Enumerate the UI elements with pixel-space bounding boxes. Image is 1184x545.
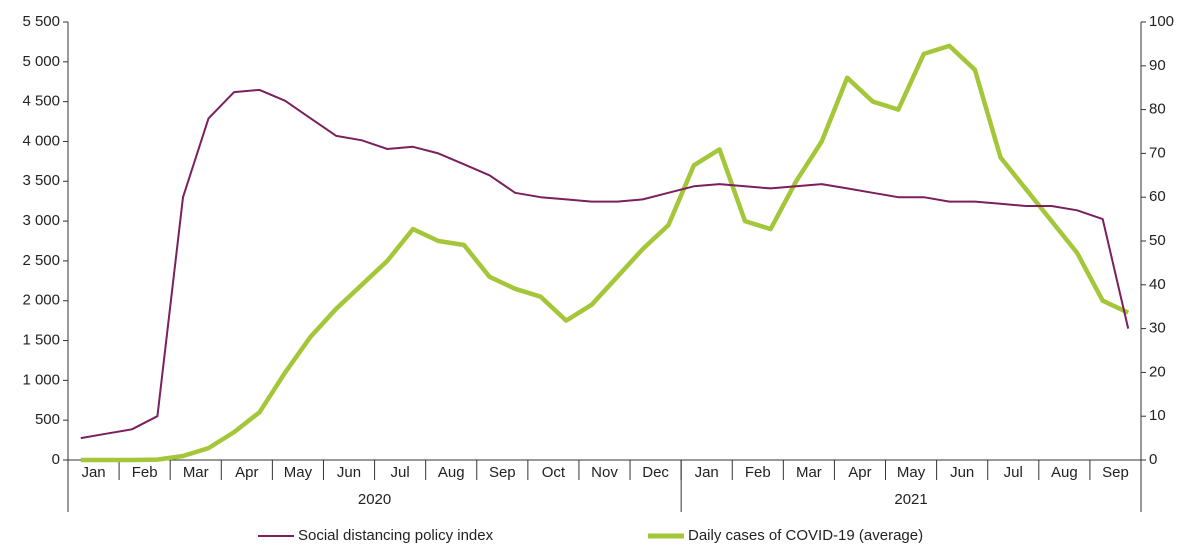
y2-tick-label: 60 — [1149, 188, 1166, 205]
x-tick-label: Jun — [950, 464, 974, 481]
legend-label: Daily cases of COVID-19 (average) — [688, 527, 923, 544]
y2-tick-label: 20 — [1149, 363, 1166, 380]
x-tick-label: Jul — [1004, 464, 1023, 481]
y2-tick-label: 90 — [1149, 57, 1166, 74]
y-tick-label: 500 — [35, 411, 60, 428]
x-tick-label: Feb — [745, 464, 771, 481]
year-label: 2020 — [358, 491, 391, 508]
x-tick-label: Aug — [438, 464, 465, 481]
x-tick-label: Mar — [183, 464, 209, 481]
x-tick-label: Jan — [695, 464, 719, 481]
legend-label: Social distancing policy index — [298, 527, 494, 544]
y-tick-label: 5 000 — [22, 53, 60, 70]
y2-tick-label: 40 — [1149, 276, 1166, 293]
x-tick-label: Nov — [591, 464, 618, 481]
x-tick-label: May — [897, 464, 926, 481]
x-tick-label: Mar — [796, 464, 822, 481]
x-tick-label: Sep — [1102, 464, 1129, 481]
y2-tick-label: 10 — [1149, 407, 1166, 424]
y-tick-label: 3 000 — [22, 212, 60, 229]
year-label: 2021 — [894, 491, 927, 508]
x-tick-label: Jan — [81, 464, 105, 481]
series-line — [80, 43, 1130, 463]
y2-tick-label: 0 — [1149, 451, 1157, 468]
y-tick-label: 5 500 — [22, 13, 60, 30]
y-tick-label: 2 500 — [22, 252, 60, 269]
y-tick-label: 4 000 — [22, 132, 60, 149]
y-tick-label: 3 500 — [22, 172, 60, 189]
series-line — [80, 88, 1130, 440]
y2-tick-label: 70 — [1149, 144, 1166, 161]
y-tick-label: 1 500 — [22, 332, 60, 349]
x-tick-label: Dec — [642, 464, 669, 481]
y-tick-label: 2 000 — [22, 292, 60, 309]
y2-tick-label: 80 — [1149, 101, 1166, 118]
x-tick-label: Apr — [848, 464, 871, 481]
y-tick-label: 0 — [52, 451, 60, 468]
y2-tick-label: 30 — [1149, 320, 1166, 337]
x-tick-label: Jul — [391, 464, 410, 481]
x-tick-label: Aug — [1051, 464, 1078, 481]
x-tick-label: Feb — [132, 464, 158, 481]
x-tick-label: Apr — [235, 464, 258, 481]
x-tick-label: Jun — [337, 464, 361, 481]
x-tick-label: Sep — [489, 464, 516, 481]
y-tick-label: 4 500 — [22, 93, 60, 110]
y2-tick-label: 50 — [1149, 232, 1166, 249]
x-tick-label: May — [284, 464, 313, 481]
y-tick-label: 1 000 — [22, 371, 60, 388]
y2-tick-label: 100 — [1149, 13, 1174, 30]
x-tick-label: Oct — [542, 464, 566, 481]
